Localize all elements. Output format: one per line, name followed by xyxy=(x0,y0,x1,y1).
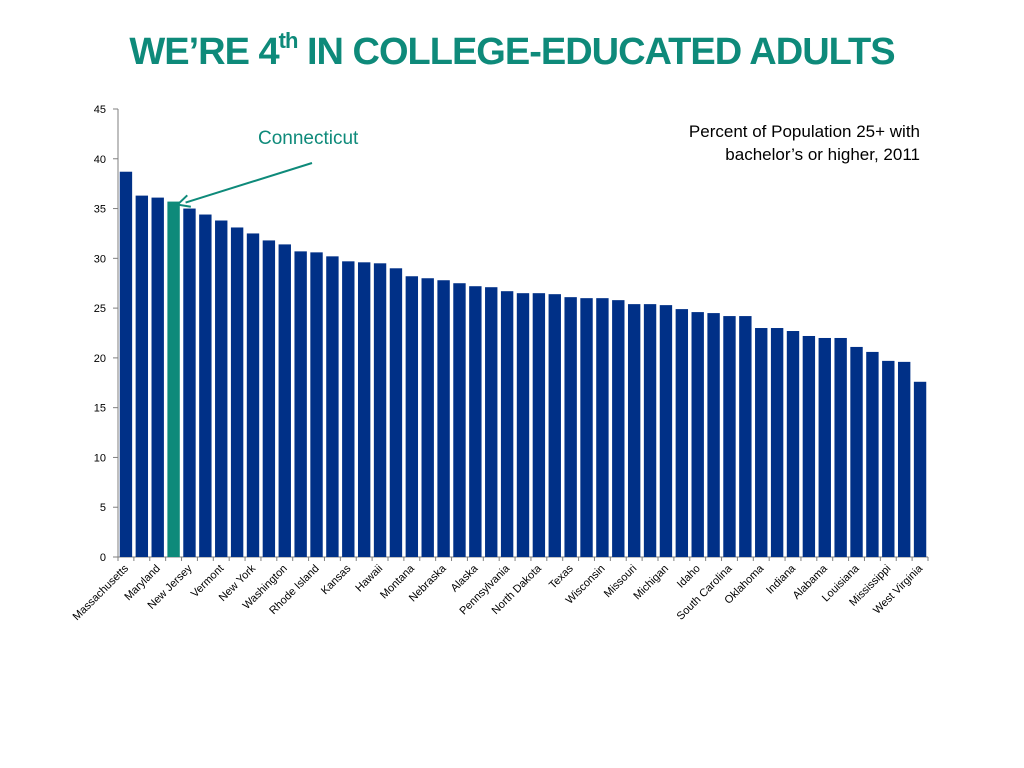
bar xyxy=(786,331,800,557)
bar xyxy=(469,286,482,557)
bar xyxy=(357,262,371,557)
bar xyxy=(405,276,419,557)
y-tick-label: 0 xyxy=(100,552,106,564)
bar xyxy=(627,304,641,557)
bar xyxy=(770,328,784,557)
bar xyxy=(596,298,609,557)
bar xyxy=(183,208,196,558)
bar xyxy=(516,293,530,557)
bar xyxy=(294,251,307,557)
x-tick-label: Michigan xyxy=(631,563,671,603)
y-tick-label: 25 xyxy=(94,303,106,315)
bar xyxy=(802,335,816,557)
bar xyxy=(580,298,593,557)
bar xyxy=(659,305,673,557)
bar xyxy=(151,197,164,558)
x-tick-label: South Carolina xyxy=(675,562,736,623)
y-tick-label: 20 xyxy=(94,353,106,365)
bar xyxy=(532,293,546,557)
x-tick-label: Massachusetts xyxy=(71,562,132,623)
bar xyxy=(755,328,768,557)
slide-title: WE’RE 4th IN COLLEGE-EDUCATED ADULTS xyxy=(0,28,1024,74)
bar xyxy=(342,261,355,557)
bar xyxy=(564,297,577,557)
bar xyxy=(485,287,498,557)
title-main: WE’RE 4 xyxy=(129,31,279,73)
chart-subtitle-line-2: bachelor’s or higher, 2011 xyxy=(725,145,920,164)
y-tick-label: 35 xyxy=(94,204,106,216)
bar xyxy=(707,313,720,557)
bar xyxy=(230,227,244,557)
callout-arrow-line xyxy=(185,162,313,204)
x-tick-label: Texas xyxy=(547,562,576,591)
bar xyxy=(818,337,831,557)
bar xyxy=(675,309,689,557)
bar xyxy=(246,233,260,557)
chart-subtitle-line-1: Percent of Population 25+ with xyxy=(688,122,920,141)
bar xyxy=(135,195,149,557)
bar xyxy=(119,171,133,557)
y-tick-label: 40 xyxy=(94,154,106,166)
bar xyxy=(199,214,212,558)
bar-highlight xyxy=(167,201,180,557)
bar xyxy=(548,294,561,557)
bar xyxy=(389,268,403,557)
y-tick-label: 10 xyxy=(94,452,106,464)
bar xyxy=(326,256,339,557)
bar xyxy=(739,316,752,557)
y-tick-label: 5 xyxy=(100,502,106,514)
bar xyxy=(278,244,291,557)
y-tick-label: 15 xyxy=(94,403,106,415)
bar xyxy=(882,360,895,557)
bar xyxy=(310,252,323,558)
bar xyxy=(453,283,466,557)
title-superscript: th xyxy=(278,28,299,53)
bar xyxy=(834,337,847,557)
callout-arrow-head xyxy=(175,194,191,208)
x-tick-label: Idaho xyxy=(675,563,703,591)
bar xyxy=(691,312,704,557)
bar xyxy=(373,263,387,557)
chart-subtitle: Percent of Population 25+ with bachelor’… xyxy=(600,120,920,166)
bar xyxy=(262,240,276,557)
bar xyxy=(437,280,450,557)
bar xyxy=(500,291,514,557)
y-tick-label: 30 xyxy=(94,253,106,265)
bar xyxy=(897,361,911,557)
y-tick-label: 45 xyxy=(94,104,106,116)
x-tick-label: Kansas xyxy=(319,562,354,597)
bar xyxy=(612,300,625,557)
connecticut-callout-label: Connecticut xyxy=(258,128,359,149)
bar xyxy=(723,316,736,557)
bar xyxy=(913,381,927,557)
bar xyxy=(850,346,863,557)
bar xyxy=(866,351,879,557)
bar xyxy=(215,220,228,557)
bar xyxy=(421,278,434,557)
bar xyxy=(643,304,657,557)
title-rest: IN COLLEGE-EDUCATED ADULTS xyxy=(297,31,896,73)
